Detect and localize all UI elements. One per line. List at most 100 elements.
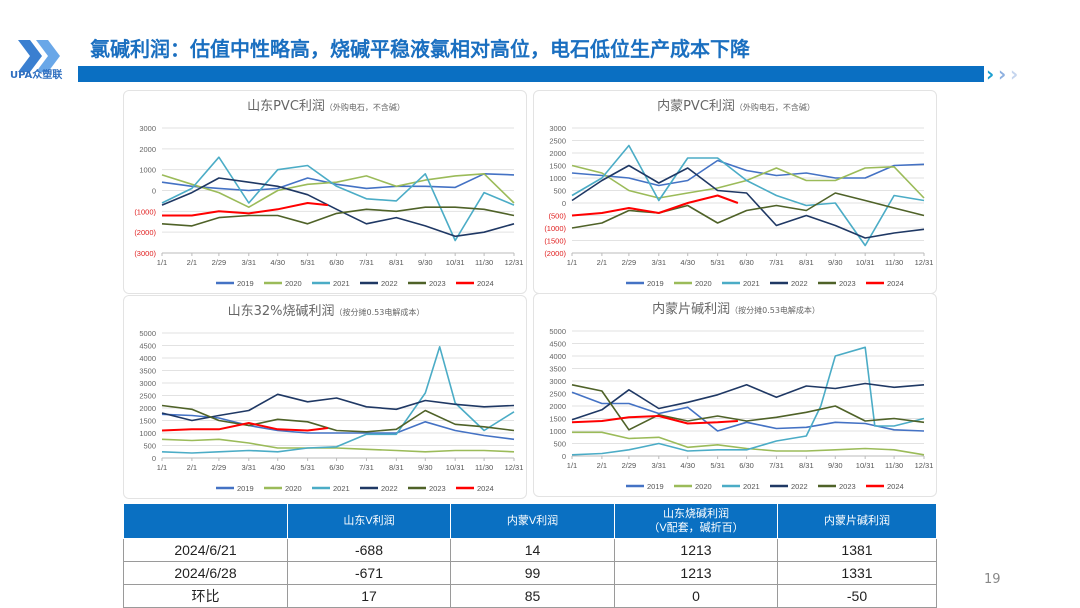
upa-logo	[18, 40, 60, 72]
chart-subtitle: （外购电石，不含碱）	[735, 102, 815, 112]
x-tick-label: 3/31	[241, 463, 256, 472]
legend-label: 2020	[285, 484, 302, 493]
chart-title-main: 内蒙PVC利润	[657, 98, 735, 114]
series-line-2022	[571, 382, 925, 421]
chart-title: 山东PVC利润（外购电石，不含碱）	[247, 99, 405, 114]
series-line-2019	[161, 173, 515, 192]
chart-subtitle: （按分摊0.53电解成本）	[335, 307, 425, 317]
legend-label: 2022	[381, 279, 398, 288]
table-cell: 2024/6/28	[123, 561, 288, 585]
table-row: 2024/6/21 -688 14 1213 1381	[123, 538, 937, 562]
x-tick-label: 1/1	[157, 258, 167, 267]
x-tick-label: 9/30	[418, 258, 433, 267]
table-cell: 17	[287, 584, 451, 608]
x-tick-label: 4/30	[680, 258, 695, 267]
table-row: 环比 17 85 0 -50	[123, 584, 937, 608]
x-tick-label: 4/30	[680, 461, 695, 470]
series-line-2024	[571, 415, 738, 425]
chart-svg: 内蒙片碱利润（按分摊0.53电解成本）500045004000350030002…	[549, 301, 933, 491]
x-tick-label: 10/31	[856, 461, 875, 470]
title-bar	[78, 66, 984, 82]
x-tick-label: 11/30	[885, 258, 903, 267]
legend-label: 2019	[647, 482, 664, 491]
table-cell: -50	[777, 584, 937, 608]
y-tick-label: 1500	[549, 162, 566, 171]
table-header-row: 山东V利润 内蒙V利润 山东烧碱利润 （V配套，碱折百） 内蒙片碱利润	[123, 503, 937, 539]
y-tick-label: 1500	[549, 415, 566, 424]
y-tick-label: 1000	[549, 174, 566, 183]
x-tick-label: 1/1	[567, 461, 577, 470]
x-tick-label: 6/30	[329, 463, 344, 472]
y-tick-label: 2500	[549, 137, 566, 146]
x-tick-label: 7/31	[769, 258, 784, 267]
series-line-2022	[161, 177, 515, 238]
series-line-2023	[571, 384, 925, 431]
legend-label: 2022	[791, 482, 808, 491]
chevron-icon: ›	[986, 62, 995, 86]
x-tick-label: 3/31	[241, 258, 256, 267]
x-tick-label: 2/1	[597, 258, 607, 267]
chart-shandong-pvc-profit: 山东PVC利润（外购电石，不含碱） 3000 2000 1000 0 (1000) (200…	[123, 90, 527, 294]
page-title: 氯碱利润：估值中性略高，烧碱平稳液氯相对高位，电石低位生产成本下降	[90, 37, 750, 61]
legend-label: 2020	[695, 279, 712, 288]
y-tick-label: 500	[553, 187, 566, 196]
header-cell: 内蒙片碱利润	[777, 503, 937, 539]
series-line-2021	[161, 345, 515, 454]
x-tick-label: 10/31	[856, 258, 875, 267]
series-line-2020	[161, 173, 515, 208]
y-tick-label: 0	[562, 199, 566, 208]
series-line-2022	[161, 393, 515, 422]
y-tick-label: 3500	[139, 367, 156, 376]
x-tick-label: 3/31	[651, 258, 666, 267]
x-tick-label: 12/31	[915, 258, 934, 267]
x-tick-label: 8/31	[799, 461, 814, 470]
legend-label: 2023	[839, 279, 856, 288]
y-tick-label: (1500)	[544, 237, 566, 246]
header-cell: 内蒙V利润	[450, 503, 615, 539]
y-tick-label: (2000)	[544, 249, 566, 258]
y-tick-label: 1500	[139, 417, 156, 426]
x-tick-label: 10/31	[446, 463, 465, 472]
table-cell: -671	[287, 561, 451, 585]
x-tick-label: 4/30	[270, 463, 285, 472]
header-cell: 山东V利润	[287, 503, 451, 539]
chart-svg: 山东PVC利润（外购电石，不含碱） 3000 2000 1000 0 (1000) (200…	[134, 99, 523, 288]
page-number: 19	[984, 572, 1001, 587]
series-line-2023	[161, 206, 515, 227]
table-cell: 85	[450, 584, 615, 608]
table-cell: 1213	[614, 538, 778, 562]
x-tick-label: 9/30	[828, 461, 843, 470]
x-tick-label: 2/1	[187, 258, 197, 267]
series-line-2024	[571, 194, 739, 217]
x-tick-label: 11/30	[475, 258, 493, 267]
x-tick-label: 2/29	[622, 461, 637, 470]
y-tick-label: (500)	[548, 212, 566, 221]
x-tick-label: 2/1	[597, 461, 607, 470]
chevron-icon: ›	[998, 62, 1007, 86]
table-cell: 0	[614, 584, 778, 608]
chart-title-main: 山东PVC利润	[247, 99, 325, 114]
y-tick-label: (3000)	[134, 249, 156, 258]
chart-neimeng-pvc-profit: 内蒙PVC利润（外购电石，不含碱） 3000 2500 2000 1500 1000 500…	[533, 90, 937, 294]
y-tick-label: 2000	[139, 404, 156, 413]
legend-label: 2023	[429, 279, 446, 288]
chart-title: 内蒙片碱利润（按分摊0.53电解成本）	[652, 301, 820, 317]
series-line-2024	[161, 422, 329, 432]
x-tick-label: 6/30	[739, 258, 754, 267]
legend-label: 2021	[333, 484, 350, 493]
table-cell: 14	[450, 538, 615, 562]
table-cell: 1381	[777, 538, 937, 562]
x-tick-label: 9/30	[418, 463, 433, 472]
y-tick-label: (1000)	[544, 224, 566, 233]
x-tick-label: 5/31	[300, 463, 315, 472]
legend-label: 2024	[887, 279, 904, 288]
y-tick-label: 4000	[549, 352, 566, 361]
y-tick-label: 2500	[139, 392, 156, 401]
y-tick-label: 3000	[139, 379, 156, 388]
y-tick-label: 4500	[139, 342, 156, 351]
y-tick-label: (1000)	[134, 207, 156, 216]
y-tick-label: 5000	[139, 329, 156, 338]
x-tick-label: 5/31	[710, 258, 725, 267]
x-tick-label: 8/31	[389, 258, 404, 267]
x-tick-label: 6/30	[329, 258, 344, 267]
